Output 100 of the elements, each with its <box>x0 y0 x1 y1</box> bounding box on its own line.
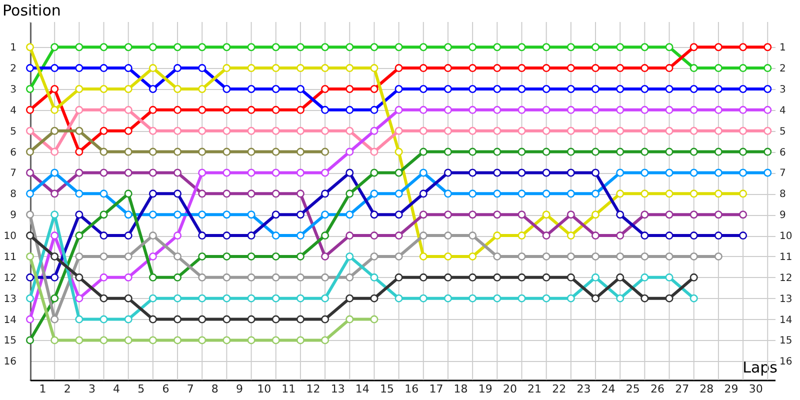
x-tick-label: 7 <box>186 382 194 396</box>
y2-tick-label: 8 <box>780 189 786 200</box>
point <box>518 190 526 198</box>
point <box>296 190 304 198</box>
point <box>690 64 698 72</box>
point <box>174 252 182 260</box>
point <box>566 273 575 282</box>
point <box>124 64 132 72</box>
point <box>542 168 550 177</box>
point <box>714 43 722 52</box>
point <box>444 126 452 135</box>
point <box>50 336 59 344</box>
y2-tick-label: 9 <box>780 210 786 222</box>
point <box>272 232 280 240</box>
point <box>518 43 526 52</box>
point <box>739 190 748 198</box>
point <box>616 294 624 302</box>
point <box>26 273 34 282</box>
point <box>148 168 157 177</box>
point <box>518 106 526 114</box>
point <box>296 148 304 156</box>
point <box>272 336 280 344</box>
x-tick-label: 22 <box>552 382 566 396</box>
point <box>222 232 231 240</box>
point <box>616 168 624 177</box>
point <box>296 43 304 52</box>
point <box>370 64 378 72</box>
point <box>346 315 354 324</box>
point <box>739 168 748 177</box>
point <box>100 190 108 198</box>
point <box>198 210 206 219</box>
point <box>346 252 354 260</box>
point <box>296 210 304 219</box>
point <box>419 210 428 219</box>
point <box>222 106 231 114</box>
point <box>518 84 526 93</box>
point <box>346 106 354 114</box>
point <box>198 232 206 240</box>
point <box>714 64 722 72</box>
point <box>419 294 428 302</box>
point <box>665 252 674 260</box>
point <box>665 64 674 72</box>
point <box>321 43 330 52</box>
point <box>296 294 304 302</box>
point <box>26 210 34 219</box>
point <box>100 64 108 72</box>
point <box>714 252 722 260</box>
point <box>739 64 748 72</box>
x-tick-label: 6 <box>162 382 170 396</box>
point <box>468 43 477 52</box>
y2-tick-label: 1 <box>780 42 786 54</box>
point <box>370 106 378 114</box>
x-tick-label: 16 <box>404 382 419 396</box>
point <box>321 106 330 114</box>
point <box>50 126 59 135</box>
point <box>419 148 428 156</box>
y2-tick-label: 4 <box>780 105 786 116</box>
point <box>370 315 378 324</box>
point <box>174 84 182 93</box>
point <box>26 168 34 177</box>
point <box>174 190 182 198</box>
point <box>100 148 108 156</box>
point <box>321 252 330 260</box>
point <box>566 190 575 198</box>
point <box>444 148 452 156</box>
point <box>714 148 722 156</box>
y-axis-title: Position <box>2 2 61 20</box>
point <box>174 336 182 344</box>
point <box>272 84 280 93</box>
point <box>493 43 502 52</box>
point <box>690 232 698 240</box>
point <box>518 64 526 72</box>
point <box>468 294 477 302</box>
point <box>493 252 502 260</box>
point <box>444 106 452 114</box>
point <box>665 84 674 93</box>
point <box>468 84 477 93</box>
point <box>566 168 575 177</box>
point <box>468 273 477 282</box>
point <box>493 273 502 282</box>
point <box>174 148 182 156</box>
point <box>714 106 722 114</box>
point <box>346 210 354 219</box>
y-tick-label: 11 <box>4 252 16 263</box>
point <box>26 126 34 135</box>
point <box>222 273 231 282</box>
point <box>739 106 748 114</box>
y2-tick-label: 13 <box>780 294 792 305</box>
x-tick-label: 23 <box>576 382 591 396</box>
point <box>26 190 34 198</box>
point <box>346 64 354 72</box>
point <box>148 232 157 240</box>
point <box>394 294 403 302</box>
point <box>616 210 624 219</box>
x-tick-label: 5 <box>138 382 145 396</box>
y-tick-label: 6 <box>10 147 16 158</box>
point <box>296 126 304 135</box>
point <box>690 168 698 177</box>
point <box>394 190 403 198</box>
point <box>616 273 624 282</box>
